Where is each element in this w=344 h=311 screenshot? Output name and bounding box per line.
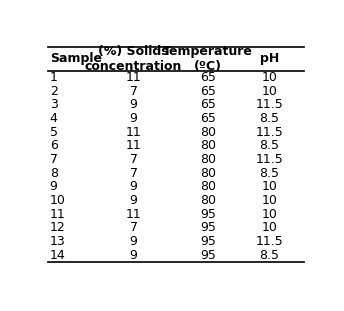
Text: 8.5: 8.5 xyxy=(260,112,280,125)
Text: (%) Solids
concentration: (%) Solids concentration xyxy=(85,45,182,73)
Text: 7: 7 xyxy=(130,221,138,234)
Text: 95: 95 xyxy=(200,208,216,221)
Text: 11: 11 xyxy=(126,208,141,221)
Text: 80: 80 xyxy=(200,194,216,207)
Text: 14: 14 xyxy=(50,248,65,262)
Text: 80: 80 xyxy=(200,139,216,152)
Text: 8: 8 xyxy=(50,167,58,180)
Text: 4: 4 xyxy=(50,112,57,125)
Text: 10: 10 xyxy=(262,180,278,193)
Text: 65: 65 xyxy=(200,99,216,111)
Text: 80: 80 xyxy=(200,167,216,180)
Text: 9: 9 xyxy=(130,99,138,111)
Text: 11.5: 11.5 xyxy=(256,235,283,248)
Text: 9: 9 xyxy=(130,180,138,193)
Text: 10: 10 xyxy=(262,208,278,221)
Text: 7: 7 xyxy=(130,85,138,98)
Text: 7: 7 xyxy=(130,167,138,180)
Text: 10: 10 xyxy=(262,194,278,207)
Text: 80: 80 xyxy=(200,180,216,193)
Text: 12: 12 xyxy=(50,221,65,234)
Text: 95: 95 xyxy=(200,248,216,262)
Text: pH: pH xyxy=(260,52,279,65)
Text: 65: 65 xyxy=(200,112,216,125)
Text: 8.5: 8.5 xyxy=(260,139,280,152)
Text: 9: 9 xyxy=(130,248,138,262)
Text: 11.5: 11.5 xyxy=(256,126,283,139)
Text: 80: 80 xyxy=(200,126,216,139)
Text: 11: 11 xyxy=(50,208,65,221)
Text: 95: 95 xyxy=(200,221,216,234)
Text: 9: 9 xyxy=(130,194,138,207)
Text: 9: 9 xyxy=(50,180,57,193)
Text: 8.5: 8.5 xyxy=(260,248,280,262)
Text: 11.5: 11.5 xyxy=(256,99,283,111)
Text: 11: 11 xyxy=(126,126,141,139)
Text: 6: 6 xyxy=(50,139,57,152)
Text: 80: 80 xyxy=(200,153,216,166)
Text: 65: 65 xyxy=(200,71,216,84)
Text: 10: 10 xyxy=(262,85,278,98)
Text: 10: 10 xyxy=(50,194,66,207)
Text: 10: 10 xyxy=(262,221,278,234)
Text: 9: 9 xyxy=(130,235,138,248)
Text: 1: 1 xyxy=(50,71,57,84)
Text: 3: 3 xyxy=(50,99,57,111)
Text: 95: 95 xyxy=(200,235,216,248)
Text: 11: 11 xyxy=(126,139,141,152)
Text: 10: 10 xyxy=(262,71,278,84)
Text: 8.5: 8.5 xyxy=(260,167,280,180)
Text: Temperature
(ºC): Temperature (ºC) xyxy=(163,45,253,73)
Text: 9: 9 xyxy=(130,112,138,125)
Text: 7: 7 xyxy=(50,153,58,166)
Text: 65: 65 xyxy=(200,85,216,98)
Text: 2: 2 xyxy=(50,85,57,98)
Text: 11: 11 xyxy=(126,71,141,84)
Text: 13: 13 xyxy=(50,235,65,248)
Text: 11.5: 11.5 xyxy=(256,153,283,166)
Text: 7: 7 xyxy=(130,153,138,166)
Text: Sample: Sample xyxy=(50,52,102,65)
Text: 5: 5 xyxy=(50,126,58,139)
